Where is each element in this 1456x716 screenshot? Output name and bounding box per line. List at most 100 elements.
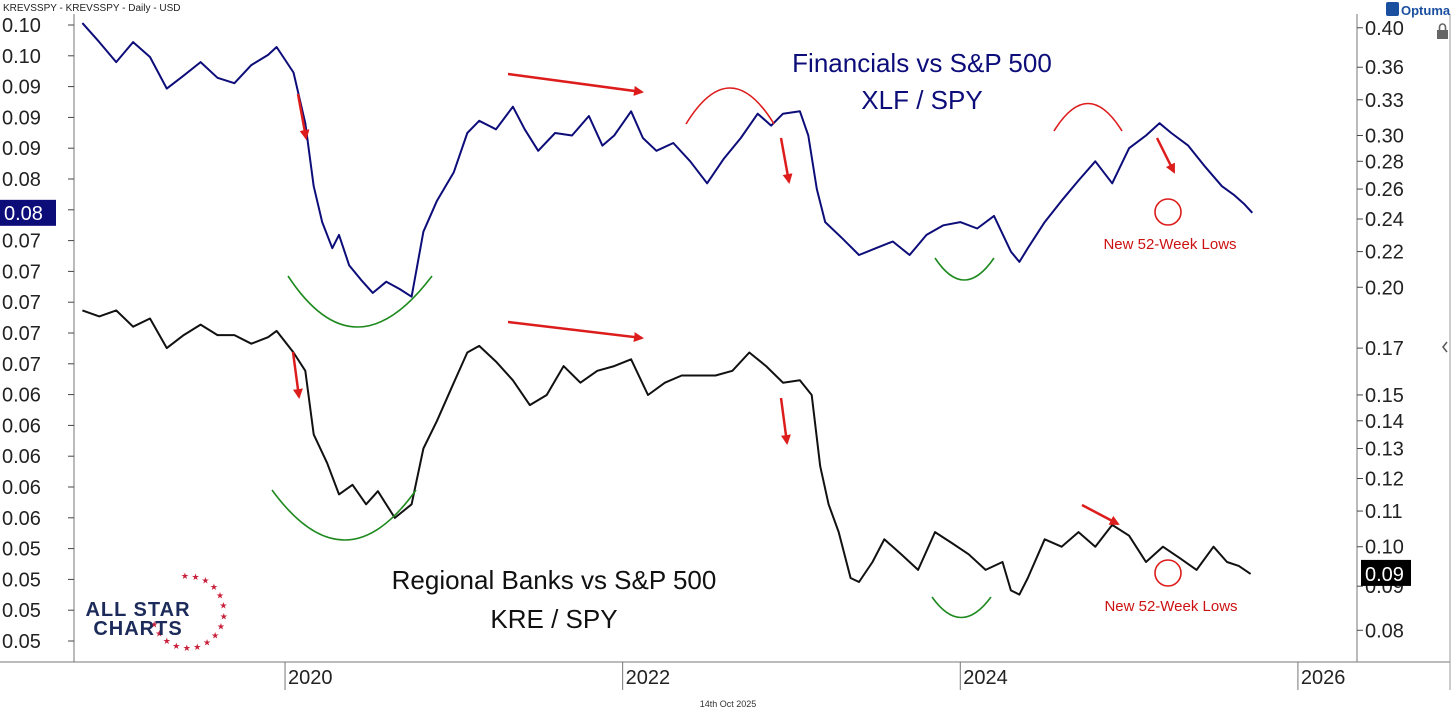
regional-subtitle: KRE / SPY: [490, 604, 617, 634]
logo-star-ring: ★ ★ ★★★★★★★★★★★★★★: [150, 572, 228, 654]
left-axis-tick-label: 0.05: [2, 539, 41, 561]
financials-title: Financials vs S&P 500: [792, 48, 1052, 78]
optuma-logo-text: Optuma: [1401, 3, 1451, 18]
chart-header-symbol: KREVSSPY - KREVSSPY - Daily - USD: [3, 3, 180, 14]
x-axis-tick-label: 2020: [288, 667, 333, 689]
right-axis-tick-label: 0.14: [1365, 411, 1404, 433]
right-axis-tick-label: 0.13: [1365, 439, 1404, 461]
left-axis-tick-label: 0.05: [2, 631, 41, 653]
arrow-right-2021-top: [507, 72, 644, 96]
right-axis-tick-label: 0.30: [1365, 125, 1404, 147]
left-axis-tick-label: 0.05: [2, 600, 41, 622]
left-axis-tick-label: 0.06: [2, 385, 41, 407]
left-axis-tick-label: 0.08: [2, 169, 41, 191]
x-axis-tick-label: 2022: [626, 667, 671, 689]
right-axis-tick-label: 0.10: [1365, 537, 1404, 559]
right-axis: 0.40 0.36 0.33 0.30 0.28 0.26 0.24 0.22 0.20 0.17…: [1357, 18, 1411, 642]
arc-top-2025-top: [1053, 102, 1123, 132]
right-axis-last-value-box: [1361, 559, 1411, 586]
left-axis-tick-label: 0.10: [2, 15, 41, 37]
right-axis-tick-label: 0.12: [1365, 468, 1404, 490]
arc-bottom-2020-bottom: [271, 489, 417, 541]
arrow-right-2025-bottom: [1081, 503, 1120, 526]
arrow-right-2021-bottom: [507, 320, 644, 343]
right-axis-tick-label: 0.11: [1365, 501, 1402, 523]
left-axis-tick-label: 0.07: [2, 231, 41, 253]
logo-star-icon: ★: [181, 572, 189, 582]
arc-bottom-2024-bottom: [931, 596, 992, 619]
arc-bottom-2020-top: [287, 275, 433, 328]
x-axis-tick-label: 2024: [963, 667, 1008, 689]
left-axis-tick-label: 0.09: [2, 77, 41, 99]
left-axis-last-value-label: 0.08: [4, 203, 43, 225]
right-axis-tick-label: 0.33: [1365, 90, 1404, 112]
left-axis-tick-label: 0.05: [2, 569, 41, 591]
lock-icon[interactable]: [1437, 23, 1448, 39]
right-axis-tick-label: 0.17: [1365, 338, 1404, 360]
left-axis-tick-label: 0.07: [2, 261, 41, 283]
right-axis-tick-label: 0.08: [1365, 620, 1404, 642]
all-star-charts-logo: ★ ★ ★★★★★★★★★★★★★★ ALL STAR CHARTS: [85, 572, 227, 654]
left-axis-tick-label: 0.09: [2, 138, 41, 160]
left-axis-tick-label: 0.06: [2, 446, 41, 468]
arrow-down-2020-bottom: [291, 351, 303, 399]
x-axis-tick-label: 2026: [1301, 667, 1346, 689]
right-axis-tick-label: 0.22: [1365, 242, 1404, 264]
arrow-down-2023-top: [779, 137, 793, 184]
optuma-logo-icon: [1386, 2, 1399, 16]
logo-star-icon: ★: [163, 637, 171, 647]
logo-star-icon: ★: [150, 620, 158, 630]
right-axis-tick-label: 0.20: [1365, 277, 1404, 299]
logo-star-icon: ★: [219, 602, 227, 612]
arc-bottom-2024-top: [934, 257, 995, 281]
logo-star-icon: ★: [217, 623, 225, 633]
right-axis-tick-label: 0.26: [1365, 179, 1404, 201]
left-axis-tick-label: 0.09: [2, 107, 41, 129]
logo-star-icon: ★: [201, 577, 209, 587]
regional-title: Regional Banks vs S&P 500: [392, 565, 717, 595]
left-axis: 0.10 0.10 0.09 0.09 0.09 0.08 0.08 0.07 0.07 0.07…: [0, 15, 74, 653]
arrow-down-2025-top: [1155, 137, 1176, 174]
new-lows-label-bottom: New 52-Week Lows: [1104, 598, 1237, 615]
logo-star-icon: ★: [203, 639, 211, 649]
pattern-arcs: [271, 87, 1182, 619]
left-axis-tick-label: 0.06: [2, 477, 41, 499]
series-line-financials: [81, 22, 1254, 298]
logo-star-icon: ★: [155, 630, 163, 640]
logo-line2: CHARTS: [93, 618, 182, 640]
left-axis-tick-label: 0.07: [2, 323, 41, 345]
arrow-down-2020-top: [296, 93, 310, 140]
logo-star-icon: ★: [183, 644, 191, 654]
logo-star-icon: ★: [191, 573, 199, 583]
right-axis-tick-label: 0.40: [1365, 18, 1404, 40]
logo-star-icon: ★: [193, 643, 201, 653]
financials-subtitle: XLF / SPY: [861, 85, 982, 115]
logo-star-icon: ★: [210, 583, 218, 593]
new-low-circle-top: [1154, 198, 1182, 226]
right-axis-tick-label: 0.36: [1365, 57, 1404, 79]
left-axis-tick-label: 0.06: [2, 508, 41, 530]
arc-top-2022-top: [685, 87, 775, 125]
trend-arrows: [291, 72, 1176, 526]
right-axis-tick-label: 0.24: [1365, 209, 1404, 231]
collapse-chevron-icon[interactable]: [1442, 341, 1448, 353]
optuma-logo: Optuma: [1386, 2, 1451, 18]
logo-line1: ALL STAR: [85, 599, 190, 621]
footer-date: 14th Oct 2025: [700, 699, 757, 709]
new-lows-label-top: New 52-Week Lows: [1103, 236, 1236, 253]
right-axis-tick-label: 0.15: [1365, 385, 1404, 407]
new-low-circle-bottom: [1154, 559, 1182, 587]
logo-star-icon: ★: [211, 632, 219, 642]
series-line-regional: [82, 309, 1252, 596]
left-axis-tick-label: 0.06: [2, 415, 41, 437]
right-axis-last-value-label: 0.09: [1365, 564, 1404, 586]
logo-star-icon: ★: [220, 612, 228, 622]
arrow-down-2023-bottom: [779, 397, 791, 445]
left-axis-tick-label: 0.10: [2, 46, 41, 68]
logo-star-icon: ★: [172, 642, 180, 652]
left-axis-tick-label: 0.07: [2, 292, 41, 314]
left-axis-last-value-box: [0, 199, 56, 226]
x-axis: 2020 2022 2024 2026: [284, 662, 1346, 690]
right-axis-tick-label: 0.28: [1365, 151, 1404, 173]
